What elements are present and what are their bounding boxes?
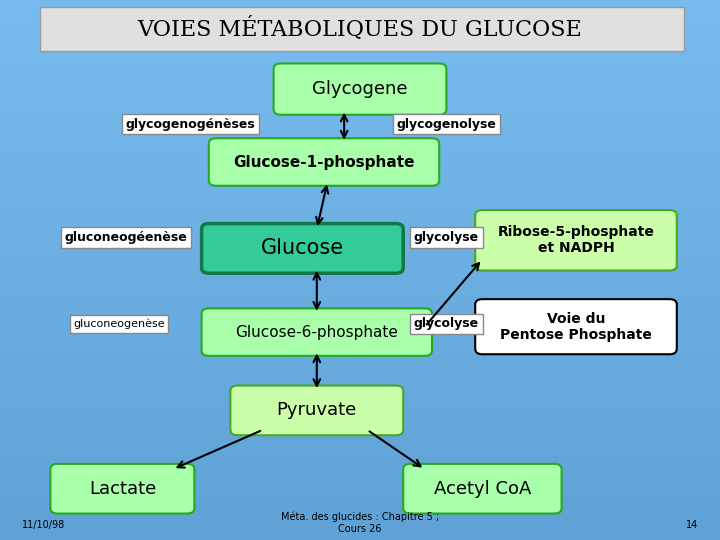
Text: glycogenolyse: glycogenolyse (397, 118, 496, 131)
Text: Glucose-1-phosphate: Glucose-1-phosphate (233, 154, 415, 170)
FancyBboxPatch shape (475, 210, 677, 271)
Text: glycolyse: glycolyse (414, 318, 479, 330)
Text: Lactate: Lactate (89, 480, 156, 498)
Text: glycogenogénèses: glycogenogénèses (126, 118, 256, 131)
Text: Ribose-5-phosphate
et NADPH: Ribose-5-phosphate et NADPH (498, 225, 654, 255)
Text: VOIES MÉTABOLIQUES DU GLUCOSE: VOIES MÉTABOLIQUES DU GLUCOSE (138, 17, 582, 41)
FancyBboxPatch shape (209, 138, 439, 186)
FancyBboxPatch shape (40, 7, 684, 51)
FancyBboxPatch shape (202, 308, 432, 356)
FancyBboxPatch shape (202, 224, 403, 273)
Text: 11/10/98: 11/10/98 (22, 520, 65, 530)
Text: gluconeogenèse: gluconeogenèse (73, 319, 165, 329)
Text: Méta. des glucides : Chapitre 5 ;
Cours 26: Méta. des glucides : Chapitre 5 ; Cours … (281, 511, 439, 534)
Text: Glycogene: Glycogene (312, 80, 408, 98)
FancyBboxPatch shape (230, 386, 403, 435)
Text: 14: 14 (686, 520, 698, 530)
Text: gluconeogéenèse: gluconeogéenèse (65, 231, 187, 244)
Text: Glucose: Glucose (261, 238, 344, 259)
Text: glycolyse: glycolyse (414, 231, 479, 244)
Text: Voie du
Pentose Phosphate: Voie du Pentose Phosphate (500, 312, 652, 342)
FancyBboxPatch shape (403, 464, 562, 514)
Text: Glucose-6-phosphate: Glucose-6-phosphate (235, 325, 398, 340)
FancyBboxPatch shape (274, 64, 446, 115)
FancyBboxPatch shape (475, 299, 677, 354)
FancyBboxPatch shape (50, 464, 194, 514)
Text: Pyruvate: Pyruvate (276, 401, 357, 420)
Text: Acetyl CoA: Acetyl CoA (433, 480, 531, 498)
